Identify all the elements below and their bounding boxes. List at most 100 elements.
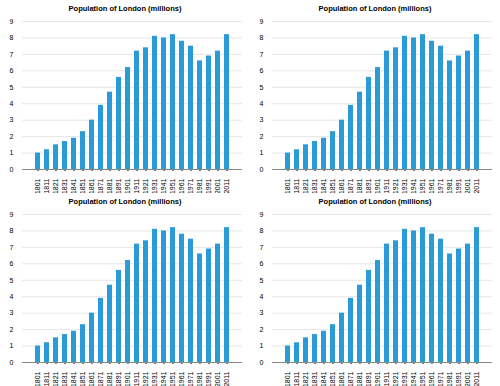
svg-text:2: 2	[10, 326, 14, 333]
svg-text:1991: 1991	[455, 178, 462, 193]
svg-text:7: 7	[10, 51, 14, 58]
svg-text:1891: 1891	[115, 371, 122, 386]
svg-text:1911: 1911	[133, 178, 140, 193]
svg-text:2011: 2011	[223, 371, 230, 386]
svg-text:6: 6	[260, 67, 264, 74]
svg-text:1831: 1831	[61, 178, 68, 193]
svg-text:9: 9	[260, 18, 264, 25]
svg-text:1921: 1921	[142, 178, 149, 193]
svg-text:9: 9	[10, 211, 14, 218]
svg-text:1971: 1971	[437, 371, 444, 386]
svg-text:0: 0	[10, 166, 14, 173]
svg-text:1881: 1881	[356, 178, 363, 193]
svg-text:1811: 1811	[293, 178, 300, 193]
svg-text:1831: 1831	[311, 371, 318, 386]
svg-text:1921: 1921	[142, 371, 149, 386]
svg-text:1961: 1961	[428, 178, 435, 193]
svg-text:4: 4	[260, 293, 264, 300]
svg-text:2: 2	[260, 326, 264, 333]
svg-text:2001: 2001	[214, 371, 221, 386]
svg-text:1801: 1801	[34, 178, 41, 193]
svg-text:9: 9	[260, 211, 264, 218]
svg-text:1821: 1821	[52, 178, 59, 193]
svg-text:6: 6	[10, 67, 14, 74]
svg-text:0: 0	[10, 359, 14, 366]
svg-text:5: 5	[260, 277, 264, 284]
svg-text:1871: 1871	[347, 178, 354, 193]
svg-text:1801: 1801	[34, 371, 41, 386]
svg-text:0: 0	[260, 166, 264, 173]
svg-text:1: 1	[10, 342, 14, 349]
svg-text:8: 8	[260, 227, 264, 234]
svg-text:1911: 1911	[383, 178, 390, 193]
svg-text:1821: 1821	[302, 178, 309, 193]
svg-text:1861: 1861	[88, 178, 95, 193]
svg-text:1971: 1971	[187, 371, 194, 386]
svg-text:1901: 1901	[124, 371, 131, 386]
svg-text:1881: 1881	[356, 371, 363, 386]
svg-text:1891: 1891	[365, 371, 372, 386]
svg-text:1841: 1841	[320, 178, 327, 193]
svg-text:1911: 1911	[383, 371, 390, 386]
svg-text:1921: 1921	[392, 371, 399, 386]
svg-text:1941: 1941	[160, 371, 167, 386]
svg-text:1851: 1851	[79, 178, 86, 193]
svg-text:1971: 1971	[187, 178, 194, 193]
svg-text:1811: 1811	[43, 371, 50, 386]
svg-text:2001: 2001	[464, 178, 471, 193]
svg-text:1851: 1851	[79, 371, 86, 386]
svg-text:1831: 1831	[311, 178, 318, 193]
svg-text:7: 7	[260, 244, 264, 251]
svg-text:4: 4	[10, 100, 14, 107]
svg-text:1971: 1971	[437, 178, 444, 193]
svg-text:1941: 1941	[160, 178, 167, 193]
svg-text:1911: 1911	[133, 371, 140, 386]
svg-text:1861: 1861	[338, 178, 345, 193]
svg-text:1851: 1851	[329, 371, 336, 386]
svg-text:3: 3	[10, 116, 14, 123]
svg-text:1951: 1951	[169, 178, 176, 193]
svg-text:1991: 1991	[205, 371, 212, 386]
svg-text:5: 5	[260, 84, 264, 91]
svg-text:1901: 1901	[374, 371, 381, 386]
svg-text:2: 2	[260, 133, 264, 140]
svg-text:1811: 1811	[293, 371, 300, 386]
svg-text:1861: 1861	[338, 371, 345, 386]
svg-text:1901: 1901	[124, 178, 131, 193]
svg-text:1851: 1851	[329, 178, 336, 193]
svg-text:3: 3	[260, 309, 264, 316]
svg-text:1931: 1931	[401, 371, 408, 386]
svg-text:1821: 1821	[52, 371, 59, 386]
svg-text:4: 4	[260, 100, 264, 107]
svg-text:1931: 1931	[401, 178, 408, 193]
svg-text:1981: 1981	[446, 178, 453, 193]
svg-text:5: 5	[10, 84, 14, 91]
svg-text:8: 8	[260, 34, 264, 41]
svg-text:2: 2	[10, 133, 14, 140]
svg-text:1931: 1931	[151, 371, 158, 386]
svg-text:1981: 1981	[446, 371, 453, 386]
svg-text:2011: 2011	[473, 178, 480, 193]
svg-text:1831: 1831	[61, 371, 68, 386]
svg-text:4: 4	[10, 293, 14, 300]
svg-text:1861: 1861	[88, 371, 95, 386]
svg-text:1: 1	[260, 149, 264, 156]
svg-text:1891: 1891	[365, 178, 372, 193]
svg-text:1881: 1881	[106, 178, 113, 193]
svg-text:1841: 1841	[320, 371, 327, 386]
svg-text:1871: 1871	[347, 371, 354, 386]
svg-text:1951: 1951	[419, 178, 426, 193]
svg-text:3: 3	[260, 116, 264, 123]
svg-text:1871: 1871	[97, 371, 104, 386]
svg-text:1891: 1891	[115, 178, 122, 193]
svg-text:3: 3	[10, 309, 14, 316]
svg-text:1801: 1801	[284, 178, 291, 193]
svg-text:2001: 2001	[464, 371, 471, 386]
svg-text:1951: 1951	[419, 371, 426, 386]
svg-text:5: 5	[10, 277, 14, 284]
svg-text:1: 1	[10, 149, 14, 156]
svg-text:1901: 1901	[374, 178, 381, 193]
svg-text:1801: 1801	[284, 371, 291, 386]
svg-text:1981: 1981	[196, 371, 203, 386]
svg-text:1871: 1871	[97, 178, 104, 193]
